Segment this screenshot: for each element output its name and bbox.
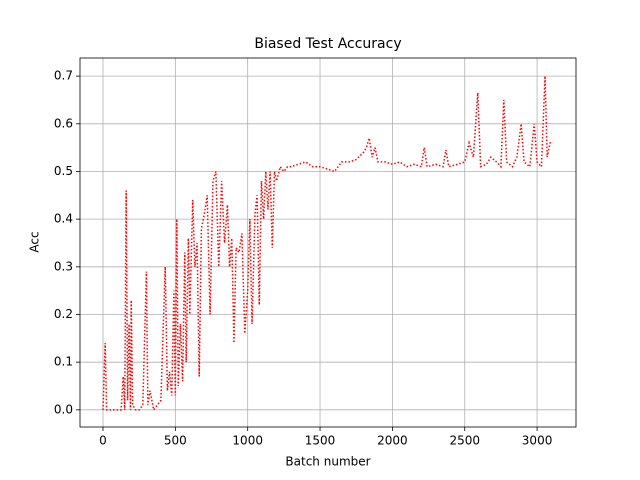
y-tick-label: 0.6 [54, 116, 73, 130]
y-tick-label: 0.4 [54, 212, 73, 226]
y-axis-label: Acc [28, 231, 42, 252]
x-tick-label: 1500 [305, 434, 336, 448]
y-tick-label: 0.0 [54, 402, 73, 416]
x-tick-label: 0 [99, 434, 107, 448]
x-tick-label: 500 [164, 434, 187, 448]
data-line [102, 76, 553, 412]
chart-title: Biased Test Accuracy [254, 36, 401, 52]
x-axis-label: Batch number [285, 455, 370, 469]
x-tick-label: 3000 [522, 434, 553, 448]
x-tick-label: 1000 [232, 434, 263, 448]
y-tick-label: 0.5 [54, 164, 73, 178]
x-tick-label: 2000 [377, 434, 408, 448]
x-tick-label: 2500 [449, 434, 480, 448]
plot-frame [79, 57, 577, 428]
y-tick-label: 0.3 [54, 259, 73, 273]
y-tick-label: 0.2 [54, 307, 73, 321]
y-tick-label: 0.7 [54, 69, 73, 83]
y-tick-label: 0.1 [54, 355, 73, 369]
